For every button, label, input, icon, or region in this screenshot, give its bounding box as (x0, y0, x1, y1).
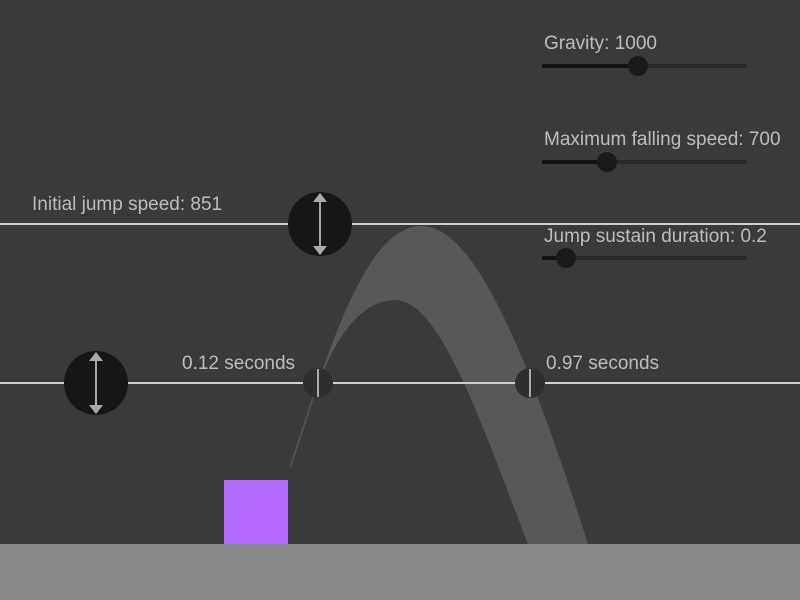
sustain-slider[interactable] (542, 248, 747, 268)
slider-label: Gravity: 1000 (544, 33, 657, 54)
peak-handle[interactable] (288, 192, 352, 256)
time-label: 0.97 seconds (546, 353, 659, 374)
gravity-slider[interactable] (542, 56, 747, 76)
time-label: 0.12 seconds (182, 353, 295, 374)
jump-speed-label: Initial jump speed: 851 (32, 194, 222, 215)
base-handle[interactable] (64, 351, 128, 415)
slider-label: Jump sustain duration: 0.2 (544, 226, 767, 247)
fall-speed-slider[interactable] (542, 152, 747, 172)
start-time-marker[interactable] (303, 368, 333, 398)
ground (0, 544, 800, 600)
end-time-marker[interactable] (515, 368, 545, 398)
slider-label: Maximum falling speed: 700 (544, 129, 781, 150)
jump-arc (318, 225, 588, 544)
player (224, 480, 288, 544)
